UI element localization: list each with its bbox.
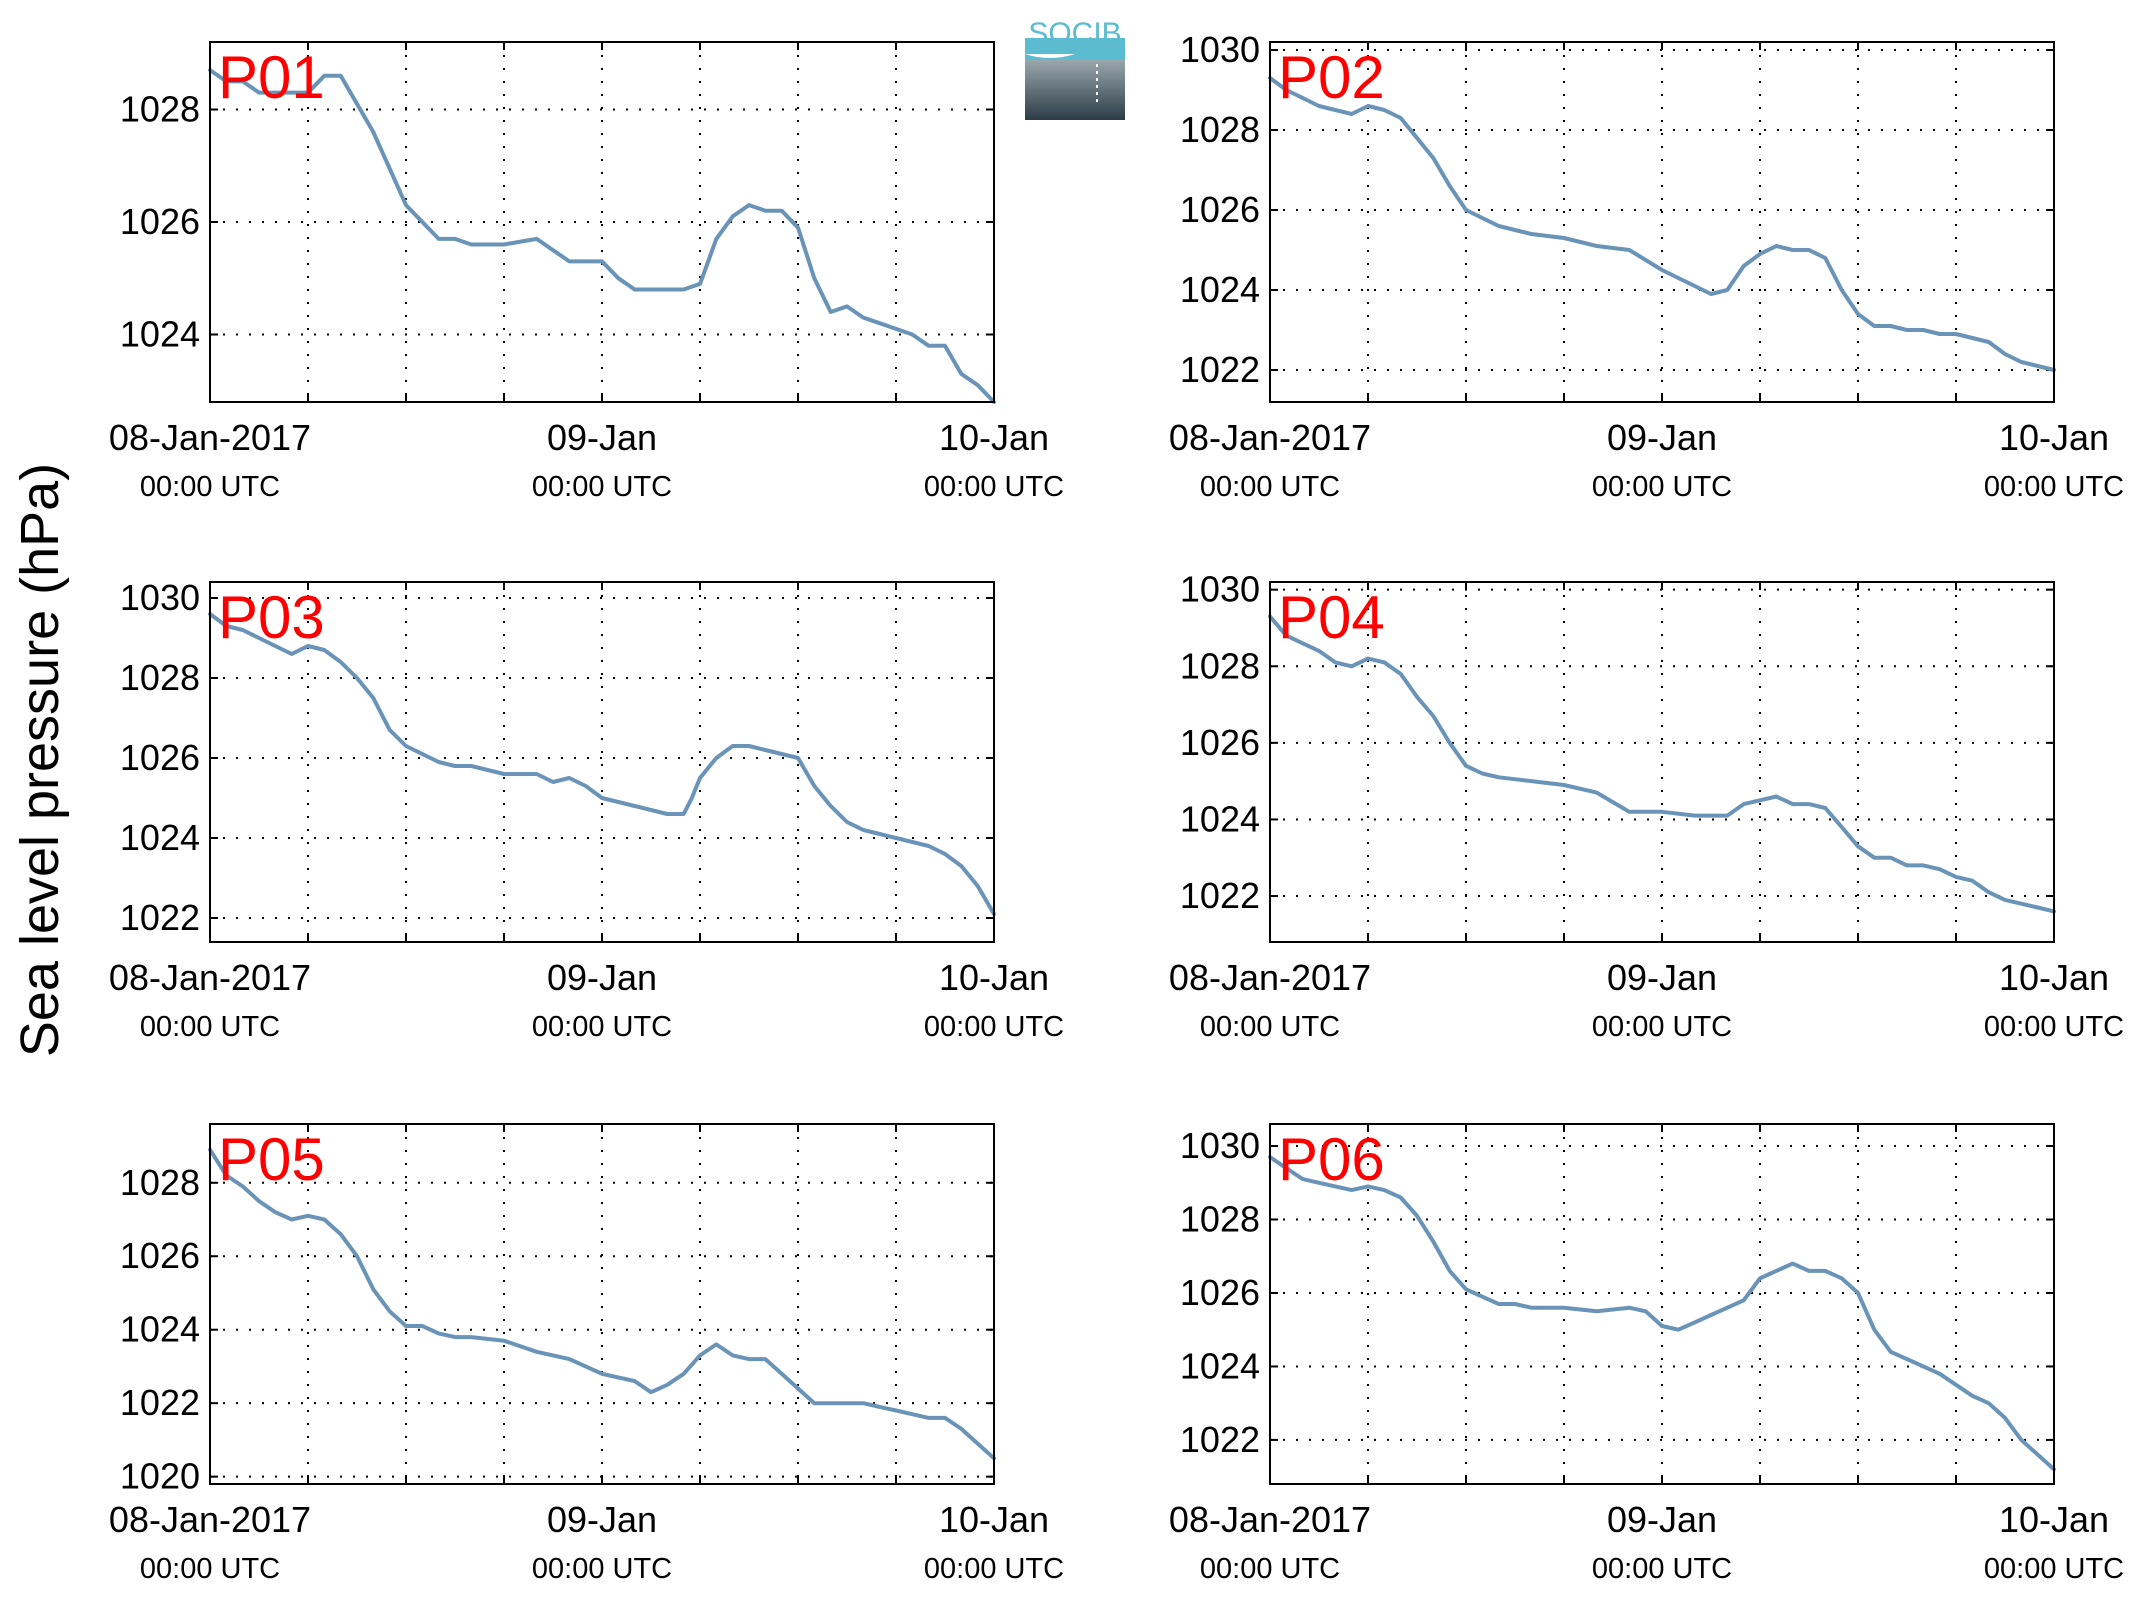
panel-label: P03 <box>218 584 325 651</box>
y-tick-label: 1022 <box>1180 875 1260 916</box>
y-tick-label: 1022 <box>1180 1419 1260 1460</box>
socib-logo: SOCIB <box>1025 17 1125 120</box>
x-tick-date: 08-Jan-2017 <box>109 1499 311 1540</box>
panel-p02: 1022 1024 1026 1028 1030 P02 08-Jan-2017 00:00 … <box>1169 29 2124 503</box>
y-tick-label: 1026 <box>120 201 200 242</box>
y-tick-label: 1026 <box>1180 189 1260 230</box>
y-tick-label: 1026 <box>1180 722 1260 763</box>
x-tick-time: 00:00 UTC <box>1984 1553 2124 1585</box>
x-tick-date: 10-Jan <box>939 417 1049 458</box>
x-tick-date: 10-Jan <box>1999 417 2109 458</box>
x-tick-time: 00:00 UTC <box>924 1553 1064 1585</box>
y-tick-label: 1020 <box>120 1456 200 1497</box>
x-tick-time: 00:00 UTC <box>1592 1011 1732 1043</box>
x-tick-date: 09-Jan <box>1607 1499 1717 1540</box>
panel-p04: 1022 1024 1026 1028 1030 P04 08-Jan-2017 00:00 … <box>1169 569 2124 1043</box>
x-tick-time: 00:00 UTC <box>924 1011 1064 1043</box>
x-tick-time: 00:00 UTC <box>1984 471 2124 503</box>
panel-label: P05 <box>218 1126 325 1193</box>
y-tick-label: 1024 <box>1180 1345 1260 1386</box>
x-tick-time: 00:00 UTC <box>532 1011 672 1043</box>
x-tick-date: 10-Jan <box>939 1499 1049 1540</box>
pressure-line <box>1268 614 2056 914</box>
y-tick-label: 1022 <box>1180 349 1260 390</box>
panel-label: P04 <box>1278 584 1385 651</box>
y-tick-label: 1030 <box>1180 1125 1260 1166</box>
panel-p06: 1022 1024 1026 1028 1030 P06 08-Jan-2017 00:00 … <box>1169 1123 2124 1585</box>
y-tick-label: 1030 <box>120 577 200 618</box>
y-tick-label: 1028 <box>120 657 200 698</box>
x-tick-time: 00:00 UTC <box>1592 1553 1732 1585</box>
pressure-line <box>1268 1155 2056 1472</box>
y-tick-label: 1028 <box>120 89 200 130</box>
x-tick-date: 08-Jan-2017 <box>1169 417 1371 458</box>
y-tick-label: 1022 <box>120 897 200 938</box>
pressure-line <box>208 1147 996 1461</box>
plot-frame <box>209 41 995 403</box>
panel-label: P02 <box>1278 44 1385 111</box>
y-tick-label: 1024 <box>1180 269 1260 310</box>
y-tick-label: 1030 <box>1180 29 1260 70</box>
pressure-line <box>208 612 996 916</box>
y-tick-label: 1024 <box>120 817 200 858</box>
pressure-line <box>1268 76 2056 372</box>
x-tick-date: 09-Jan <box>547 1499 657 1540</box>
x-tick-date: 08-Jan-2017 <box>109 957 311 998</box>
panel-label: P06 <box>1278 1126 1385 1193</box>
plot-frame <box>1269 1123 2055 1485</box>
logo-text: SOCIB <box>1028 17 1121 50</box>
x-tick-time: 00:00 UTC <box>140 1011 280 1043</box>
y-tick-label: 1030 <box>1180 569 1260 610</box>
y-axis-label: Sea level pressure (hPa) <box>10 463 70 1057</box>
x-tick-date: 10-Jan <box>939 957 1049 998</box>
x-tick-time: 00:00 UTC <box>924 471 1064 503</box>
y-tick-label: 1026 <box>120 737 200 778</box>
y-tick-label: 1028 <box>120 1162 200 1203</box>
x-tick-date: 08-Jan-2017 <box>1169 957 1371 998</box>
plot-frame <box>209 581 995 943</box>
x-tick-time: 00:00 UTC <box>1200 1553 1340 1585</box>
y-tick-label: 1024 <box>120 1309 200 1350</box>
panel-p03: 1022 1024 1026 1028 1030 P03 08-Jan-2017 00:00 … <box>109 577 1064 1043</box>
panel-p01: 1024 1026 1028 P01 08-Jan-2017 00:00 UTC 09-Ja… <box>109 41 1064 503</box>
y-tick-label: 1026 <box>1180 1272 1260 1313</box>
x-tick-time: 00:00 UTC <box>1984 1011 2124 1043</box>
plot-frame <box>1269 581 2055 943</box>
x-tick-date: 09-Jan <box>547 417 657 458</box>
x-tick-date: 09-Jan <box>1607 417 1717 458</box>
x-tick-date: 08-Jan-2017 <box>1169 1499 1371 1540</box>
x-tick-date: 10-Jan <box>1999 1499 2109 1540</box>
x-tick-time: 00:00 UTC <box>532 471 672 503</box>
x-tick-time: 00:00 UTC <box>1200 1011 1340 1043</box>
x-tick-time: 00:00 UTC <box>140 471 280 503</box>
y-tick-label: 1024 <box>120 314 200 355</box>
x-tick-time: 00:00 UTC <box>140 1553 280 1585</box>
y-tick-label: 1024 <box>1180 798 1260 839</box>
x-tick-time: 00:00 UTC <box>532 1553 672 1585</box>
panel-p05: 1020 1022 1024 1026 1028 P05 08-Jan-2017 00:00 … <box>109 1123 1064 1585</box>
x-tick-date: 08-Jan-2017 <box>109 417 311 458</box>
y-tick-label: 1026 <box>120 1235 200 1276</box>
x-tick-time: 00:00 UTC <box>1200 471 1340 503</box>
x-tick-time: 00:00 UTC <box>1592 471 1732 503</box>
x-tick-date: 09-Jan <box>547 957 657 998</box>
pressure-line <box>208 68 996 404</box>
y-tick-label: 1022 <box>120 1382 200 1423</box>
y-tick-label: 1028 <box>1180 109 1260 150</box>
y-tick-label: 1028 <box>1180 1199 1260 1240</box>
plot-frame <box>1269 41 2055 403</box>
plot-frame <box>209 1123 995 1485</box>
y-tick-label: 1028 <box>1180 645 1260 686</box>
panel-label: P01 <box>218 44 325 111</box>
x-tick-date: 10-Jan <box>1999 957 2109 998</box>
x-tick-date: 09-Jan <box>1607 957 1717 998</box>
